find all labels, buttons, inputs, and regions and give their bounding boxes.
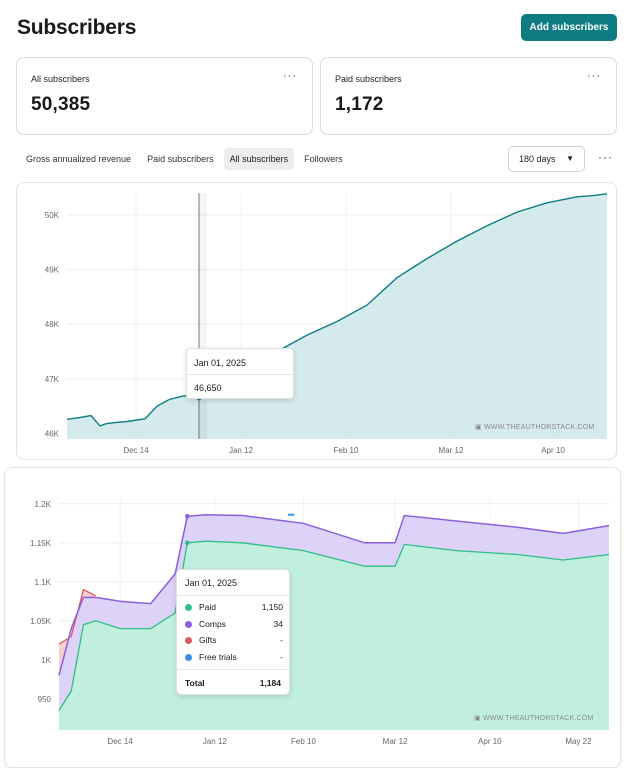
gifts-dot-icon [185,637,192,644]
y-tick-label: 950 [38,695,52,704]
date-range-select[interactable]: 180 days ▼ [508,146,585,172]
all-subscribers-label: All subscribers [31,74,90,84]
y-tick-label: 1K [41,656,51,665]
comps-line [58,513,610,676]
tab-gross-annualized-revenue[interactable]: Gross annualized revenue [26,154,132,164]
x-tick-label: Dec 14 [123,446,149,455]
paid-breakdown-chart-svg: 950 1K 1.05K 1.1K 1.15K 1.2K Dec 14 Jan 12 Feb 1… [30,496,610,746]
trials-dot-icon [185,654,192,661]
row-label: Paid [199,602,217,612]
paid-subscribers-value: 1,172 [335,94,384,115]
comps-area [59,514,609,711]
paid-subscribers-label: Paid subscribers [335,74,402,84]
date-range-value: 180 days [519,154,556,164]
tooltip-value: 46,650 [194,383,222,393]
tooltip-total-value: 1,184 [259,678,281,688]
y-tick-label: 48K [45,320,60,329]
paid-line [58,540,610,711]
watermark: ▣ WWW.THEAUTHORSTACK.COM [475,423,594,431]
hover-point-total [185,513,190,519]
x-tick-label: Jan 12 [229,446,254,455]
chevron-down-icon: ▼ [566,154,574,163]
hover-point-paid [185,540,190,546]
tooltip-date: Jan 01, 2025 [194,358,247,368]
row-label: Comps [199,619,226,629]
y-tick-label: 46K [45,430,60,439]
watermark-text: WWW.THEAUTHORSTACK.COM [483,424,595,431]
all-subscribers-value: 50,385 [31,94,91,115]
y-tick-label: 1.1K [35,578,52,587]
chart-tooltip: Jan 01, 2025 46,650 [186,348,294,399]
tooltip-row-gifts: Gifts - [185,635,283,647]
watermark-icon: ▣ [474,715,483,722]
tooltip-date: Jan 01, 2025 [185,578,238,588]
row-label: Gifts [199,635,217,645]
all-subscribers-card: All subscribers 50,385 ··· [16,57,313,135]
more-options-icon[interactable]: ··· [587,70,601,82]
page-title: Subscribers [17,16,137,39]
x-tick-label: May 22 [565,737,592,746]
hover-band [199,193,207,439]
tooltip-row-free-trials: Free trials - [185,652,283,664]
paid-area [59,541,609,730]
paid-subscribers-card: Paid subscribers 1,172 ··· [320,57,617,135]
paid-breakdown-chart: 950 1K 1.05K 1.1K 1.15K 1.2K Dec 14 Jan 12 Feb 1… [4,467,621,768]
tooltip-row-comps: Comps 34 [185,619,283,631]
area-fill [67,193,607,439]
row-value: 1,150 [261,602,283,612]
x-tick-label: Mar 12 [383,737,408,746]
x-tick-label: Apr 10 [541,446,565,455]
comps-dot-icon [185,621,192,628]
watermark-icon: ▣ [475,424,484,431]
x-tick-label: Mar 12 [439,446,464,455]
tooltip-total-label: Total [185,678,205,688]
more-options-icon[interactable]: ··· [283,70,297,82]
y-tick-label: 50K [45,211,60,220]
x-tick-label: Apr 10 [478,737,502,746]
breakdown-tooltip: Jan 01, 2025 Paid 1,150 Comps 34 Gifts -… [176,569,290,695]
watermark: ▣ WWW.THEAUTHORSTACK.COM [474,714,593,722]
watermark-text: WWW.THEAUTHORSTACK.COM [482,715,594,722]
y-tick-label: 49K [45,266,60,275]
chart-tabs: Gross annualized revenue Paid subscriber… [20,148,349,170]
x-tick-label: Feb 10 [291,737,316,746]
tooltip-row-paid: Paid 1,150 [185,602,283,614]
all-subscribers-chart-svg: 46K 47K 48K 49K 50K Dec 14 Jan 12 Feb 10 Mar 12 A… [45,193,608,455]
x-tick-label: Jan 12 [203,737,228,746]
y-tick-label: 1.2K [35,500,52,509]
chart-more-options-icon[interactable]: ··· [598,150,613,164]
tab-all-subscribers[interactable]: All subscribers [223,148,295,170]
add-subscribers-button[interactable]: Add subscribers [521,14,617,41]
paid-dot-icon [185,604,192,611]
row-value: - [280,652,283,662]
y-tick-label: 47K [45,375,60,384]
tab-paid-subscribers[interactable]: Paid subscribers [147,154,214,164]
x-tick-label: Feb 10 [334,446,359,455]
y-tick-label: 1.05K [30,617,52,626]
all-subscribers-chart: 46K 47K 48K 49K 50K Dec 14 Jan 12 Feb 10 Mar 12 A… [16,182,617,460]
row-label: Free trials [199,652,237,662]
y-tick-label: 1.15K [30,539,52,548]
x-tick-label: Dec 14 [107,737,133,746]
row-value: 34 [273,619,283,629]
row-value: - [280,635,283,645]
tab-followers[interactable]: Followers [304,154,343,164]
